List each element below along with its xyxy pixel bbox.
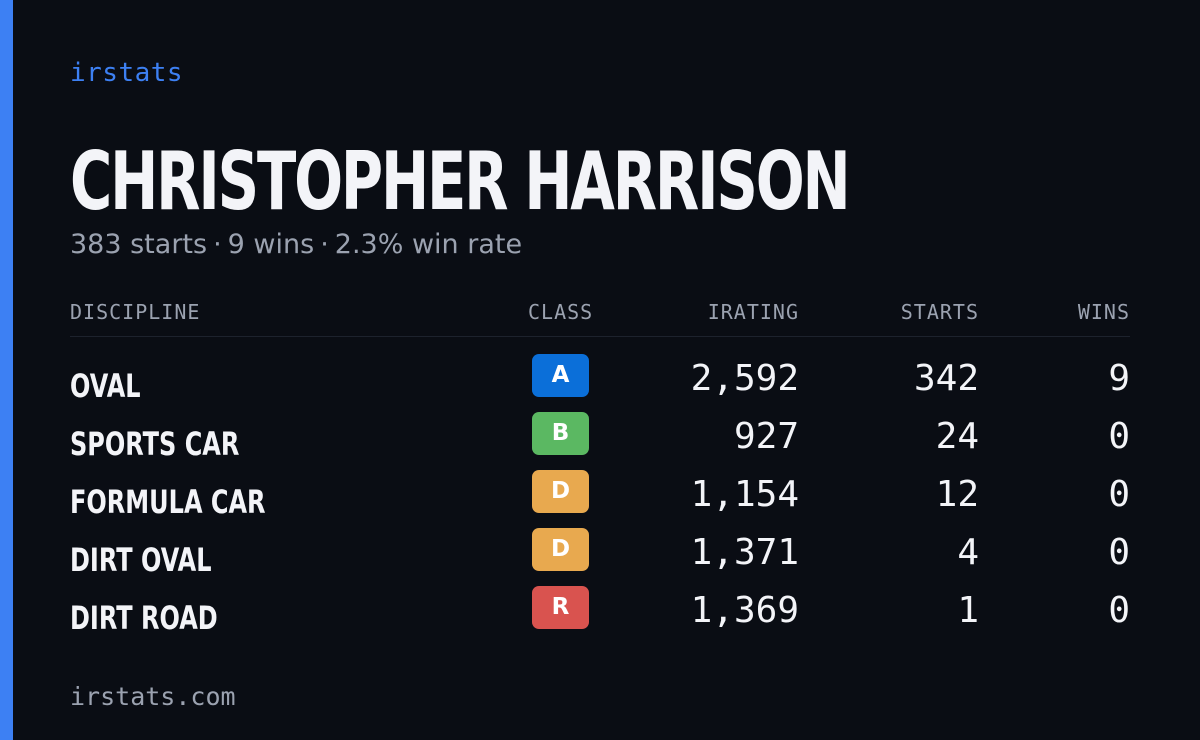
wins-value: 0 [1108, 532, 1130, 573]
wins-value: 0 [1108, 590, 1130, 631]
header-wins: WINS [1077, 300, 1130, 324]
header-starts: STARTS [900, 300, 979, 324]
table-header: DISCIPLINE CLASS IRATING STARTS WINS [70, 296, 1130, 337]
starts-value: 4 [957, 532, 979, 573]
wins-value: 0 [1108, 474, 1130, 515]
discipline-name: DIRT ROAD [70, 599, 218, 637]
discipline-name: OVAL [70, 367, 141, 405]
irating-value: 1,369 [690, 590, 799, 631]
class-badge: B [532, 412, 589, 455]
table-row: DIRT OVAL D 1,371 4 0 [70, 528, 1130, 586]
class-badge: D [532, 528, 589, 571]
starts-value: 12 [935, 474, 979, 515]
class-badge: A [532, 354, 589, 397]
table-row: SPORTS CAR B 927 24 0 [70, 412, 1130, 470]
class-badge: D [532, 470, 589, 513]
separator-dot: · [213, 229, 222, 260]
starts-value: 24 [935, 416, 979, 457]
separator-dot: · [320, 229, 329, 260]
irating-value: 1,154 [690, 474, 799, 515]
discipline-name: SPORTS CAR [70, 425, 240, 463]
wins-summary: 9 wins [227, 229, 315, 260]
starts-value: 342 [913, 358, 979, 399]
table-row: OVAL A 2,592 342 9 [70, 354, 1130, 412]
discipline-name: DIRT OVAL [70, 541, 212, 579]
win-rate-summary: 2.3% win rate [334, 229, 523, 260]
table-body: OVAL A 2,592 342 9 SPORTS CAR B 927 24 0… [70, 354, 1130, 644]
footer-url[interactable]: irstats.com [70, 682, 236, 711]
discipline-name: FORMULA CAR [70, 483, 266, 521]
driver-name: CHRISTOPHER HARRISON [70, 135, 851, 228]
starts-summary: 383 starts [70, 229, 208, 260]
wins-value: 9 [1108, 358, 1130, 399]
table-row: FORMULA CAR D 1,154 12 0 [70, 470, 1130, 528]
wins-value: 0 [1108, 416, 1130, 457]
irating-value: 1,371 [690, 532, 799, 573]
header-class: CLASS [528, 300, 594, 324]
irating-value: 2,592 [690, 358, 799, 399]
accent-bar [0, 0, 13, 740]
brand-logo[interactable]: irstats [70, 58, 184, 88]
header-discipline: DISCIPLINE [70, 300, 201, 324]
driver-summary: 383 starts · 9 wins · 2.3% win rate [70, 228, 522, 262]
class-badge: R [532, 586, 589, 629]
stats-table: DISCIPLINE CLASS IRATING STARTS WINS OVA… [70, 296, 1130, 637]
starts-value: 1 [957, 590, 979, 631]
table-row: DIRT ROAD R 1,369 1 0 [70, 586, 1130, 644]
irating-value: 927 [733, 416, 799, 457]
header-irating: IRATING [707, 300, 799, 324]
